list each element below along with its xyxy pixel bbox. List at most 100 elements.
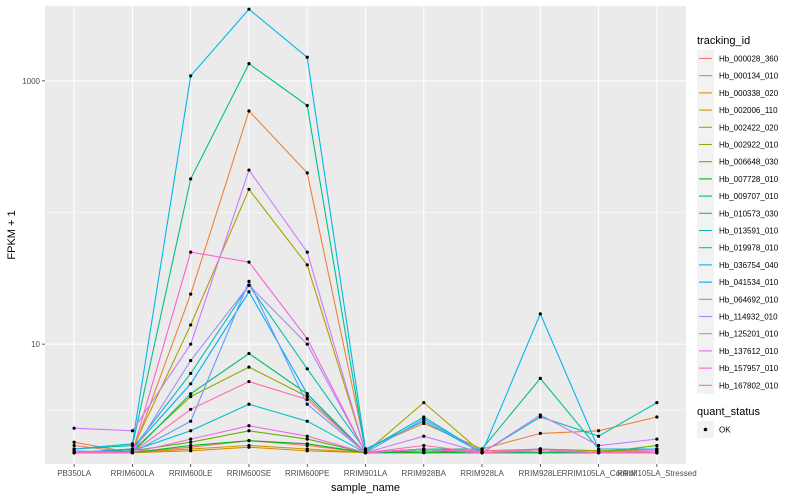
legend-label: Hb_002006_110 (719, 106, 778, 115)
data-point (247, 365, 251, 369)
data-point (72, 451, 76, 455)
data-point (655, 400, 659, 405)
legend-label: Hb_167802_010 (719, 381, 779, 390)
data-point (247, 443, 251, 448)
legend-label: Hb_009707_010 (719, 192, 779, 201)
data-point (189, 419, 193, 423)
data-point (363, 451, 368, 455)
legend-label: Hb_013591_010 (719, 227, 779, 236)
data-point (596, 434, 601, 438)
legend-items: Hb_000028_360 Hb_000134_010 Hb_000338_020 H… (697, 50, 779, 394)
data-point (305, 337, 309, 341)
data-point (189, 394, 193, 399)
data-point (538, 312, 542, 316)
data-point (538, 447, 542, 451)
legend-label: Hb_000338_020 (719, 89, 779, 98)
legend-label: Hb_002422_020 (719, 123, 779, 132)
legend-label: Hb_036754_040 (719, 261, 779, 270)
legend-label: Hb_006648_030 (719, 158, 779, 167)
data-point (422, 417, 426, 421)
data-point (247, 260, 251, 264)
data-point (655, 451, 659, 455)
data-point (189, 440, 193, 444)
data-point (247, 109, 251, 113)
data-point (305, 342, 309, 346)
data-point (72, 440, 76, 444)
data-point (305, 394, 309, 399)
data-point (189, 443, 193, 448)
legend-label: Hb_041534_010 (719, 278, 779, 287)
data-point (305, 367, 309, 371)
data-point (305, 402, 309, 406)
data-point (480, 447, 484, 451)
x-tick-label: RRIM901LA (344, 469, 388, 478)
data-point (247, 379, 251, 384)
y-tick-label: 1000 (22, 77, 40, 86)
data-point (305, 55, 309, 59)
legend-label: Hb_157957_010 (719, 364, 779, 373)
data-point (655, 437, 659, 441)
data-point (305, 392, 309, 396)
legend-title: tracking_id (697, 35, 750, 47)
legend-label: Hb_137612_010 (719, 347, 779, 356)
data-point (247, 429, 251, 433)
data-point (538, 376, 542, 380)
data-point (422, 434, 426, 438)
data-point (480, 451, 484, 455)
legend: tracking_id Hb_000028_360Hb_000134_010Hb… (697, 35, 779, 438)
data-point (247, 62, 251, 66)
data-point (655, 415, 659, 419)
data-point (538, 413, 542, 417)
x-tick-label: RRIM600LA (111, 469, 155, 478)
x-tick-label: RRIM105LA_Stressed (617, 469, 697, 478)
series-points (72, 7, 659, 455)
legend-label: Hb_000134_010 (719, 72, 779, 81)
x-tick-label: PB350LA (57, 469, 91, 478)
x-tick-label: RRIM928BA (402, 469, 447, 478)
data-point (596, 443, 601, 448)
data-point (189, 177, 193, 181)
data-point (130, 451, 135, 455)
data-point (363, 447, 368, 451)
x-tick-label: RRIM600LE (169, 469, 213, 478)
legend-label: Hb_002922_010 (719, 141, 779, 150)
data-point (189, 437, 193, 441)
data-point (247, 402, 251, 406)
x-axis: PB350LA RRIM600LA RRIM600LE RRIM600SE RRIM60… (57, 464, 697, 478)
legend-label: Hb_007728_010 (719, 175, 779, 184)
data-point (305, 442, 309, 446)
data-point (130, 429, 135, 433)
data-point (247, 290, 251, 294)
data-point (305, 437, 309, 441)
legend-shape-title: quant_status (697, 406, 760, 418)
data-point (305, 171, 309, 175)
legend-shape-items: OK (697, 421, 731, 438)
data-point (422, 400, 426, 405)
y-axis: 10 1000 (22, 77, 45, 349)
data-point (189, 292, 193, 296)
data-point (189, 371, 193, 375)
data-point (422, 421, 426, 426)
data-point (189, 323, 193, 327)
data-point (247, 424, 251, 428)
data-point (305, 103, 309, 108)
data-point (596, 447, 601, 451)
legend-label: Hb_114932_010 (719, 313, 778, 322)
data-point (247, 187, 251, 191)
data-point (305, 447, 309, 451)
x-axis-title: sample_name (331, 482, 400, 494)
data-point (247, 279, 251, 283)
data-point (189, 429, 193, 433)
legend-label: Hb_000028_360 (719, 55, 779, 64)
legend-label: Hb_125201_010 (719, 330, 779, 339)
data-point (422, 447, 426, 451)
data-point (130, 447, 135, 451)
data-point (247, 168, 251, 172)
y-tick-label: 10 (31, 340, 40, 349)
data-point (538, 431, 542, 436)
legend-label: Hb_019978_010 (719, 244, 779, 253)
data-point (305, 419, 309, 423)
legend-label: Hb_064692_010 (719, 295, 779, 304)
data-point (247, 439, 251, 443)
